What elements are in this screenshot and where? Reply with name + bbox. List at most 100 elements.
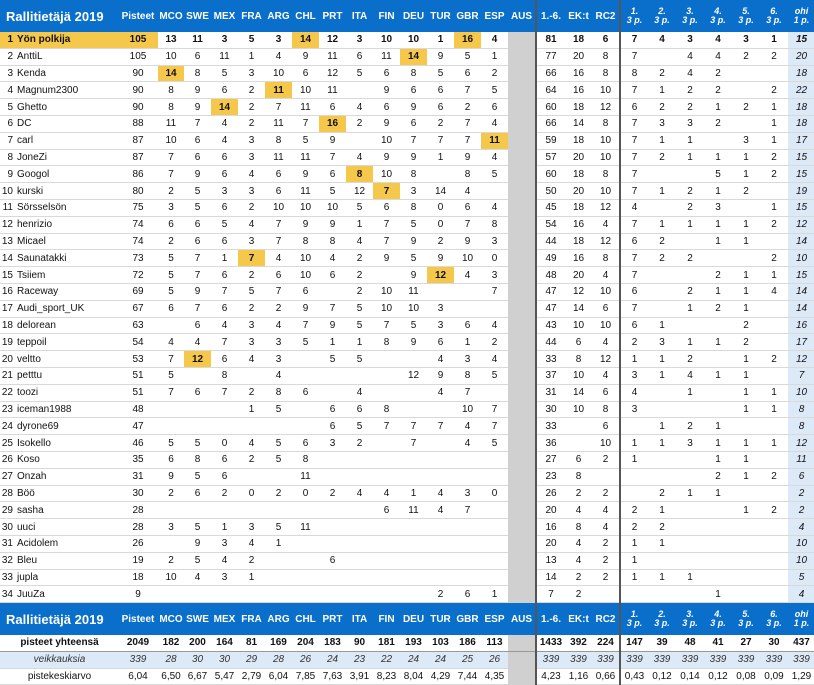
extra-points-cell: 2 xyxy=(592,569,620,587)
extra-points-cell: 18 xyxy=(565,98,592,116)
rally-header-aus: AUS xyxy=(508,0,536,32)
rally-header-fin: FIN xyxy=(373,0,400,32)
rally-points-cell: 3 xyxy=(238,149,265,167)
rally-points-cell: 4 xyxy=(184,333,211,352)
rally-points-cell: 10 xyxy=(373,283,400,301)
rally-points-cell: 1 xyxy=(346,333,373,352)
rally-points-cell xyxy=(481,501,508,520)
total-points: 90 xyxy=(118,81,158,100)
place-points-cell: 3 xyxy=(619,401,648,419)
place-points-cell: 3 xyxy=(676,115,704,133)
footer-rally-cell: 7,85 xyxy=(292,668,319,685)
rally-points-cell xyxy=(481,535,508,553)
place-points-cell: 1 xyxy=(760,384,788,402)
table-row: 17 Audi_sport_UK 67 6 7 6 2 2 9 7 5 10 10 3 47 14 6 7 1 2 1 1… xyxy=(0,300,814,318)
place-points-cell: 4 xyxy=(676,48,704,66)
rally-points-cell: 9 xyxy=(400,233,427,251)
points-header: Pisteet xyxy=(118,0,158,32)
rally-points-cell: 6 xyxy=(427,98,454,116)
extra-points-cell xyxy=(592,585,620,604)
footer-place-cell: 30 xyxy=(760,635,788,652)
place-points-cell: 2 xyxy=(732,48,760,66)
place-points-cell: 1 xyxy=(760,434,788,452)
rally-header-tur: TUR xyxy=(427,602,454,636)
rally-points-cell: 4 xyxy=(481,149,508,167)
rally-points-cell: 5 xyxy=(346,350,373,368)
place-points-cell: 6 xyxy=(619,233,648,251)
place-points-cell xyxy=(676,451,704,469)
place-points-cell xyxy=(704,384,732,402)
footer-rally-cell: 29 xyxy=(238,651,265,669)
place-points-cell: 2 xyxy=(619,333,648,352)
rally-points-cell: 6 xyxy=(373,98,400,116)
place-header-top: 3. xyxy=(686,6,694,16)
rally-points-cell: 4 xyxy=(454,182,481,200)
rally-points-cell: 6 xyxy=(158,300,184,318)
place-points-cell xyxy=(704,350,732,368)
place-points-cell xyxy=(704,535,732,553)
rally-header-ita: ITA xyxy=(346,0,373,32)
rally-points-cell xyxy=(400,384,427,402)
rally-points-cell: 6 xyxy=(211,350,238,368)
place-header-top: 2. xyxy=(658,6,666,16)
player-name: Magnum2300 xyxy=(16,81,118,100)
table-row: 19 teppoil 54 4 4 7 3 3 5 1 1 8 9 6 1 2 44 6 4 2 3 1 1 2 17 xyxy=(0,333,814,352)
player-name: Acidolem xyxy=(16,535,118,553)
player-name: JoneZi xyxy=(16,149,118,167)
rally-points-cell: 4 xyxy=(265,317,292,335)
rally-points-cell: 5 xyxy=(481,165,508,184)
rally-points-cell: 4 xyxy=(427,384,454,402)
place-points-cell: 3 xyxy=(619,367,648,385)
rally-points-cell xyxy=(481,384,508,402)
place-header-bottom: 3 p. xyxy=(654,618,670,629)
rally-points-cell: 6 xyxy=(454,65,481,83)
rally-points-cell xyxy=(508,266,536,284)
extra-points-cell: 14 xyxy=(565,300,592,318)
rally-points-cell: 6 xyxy=(373,65,400,83)
extra-points-cell: 33 xyxy=(535,350,565,368)
rally-points-cell xyxy=(346,535,373,553)
rally-points-cell: 4 xyxy=(211,317,238,335)
player-name: uuci xyxy=(16,518,118,536)
rally-points-cell xyxy=(319,535,346,553)
table-row: 10 kurski 80 2 5 3 3 6 11 5 12 7 3 14 4 50 20 10 7 1 2 1 2 19 xyxy=(0,182,814,200)
place-header-2: 3. 3 p. xyxy=(676,0,704,32)
rally-points-cell xyxy=(158,501,184,520)
rally-points-cell: 5 xyxy=(184,552,211,570)
place-points-cell xyxy=(648,552,676,570)
rally-points-cell: 2 xyxy=(238,266,265,284)
place-points-cell xyxy=(732,552,760,570)
place-points-cell: 1 xyxy=(732,350,760,368)
rally-points-cell xyxy=(238,468,265,486)
rally-points-cell xyxy=(427,401,454,419)
total-points: 69 xyxy=(118,283,158,301)
rally-points-cell xyxy=(319,501,346,520)
rally-points-cell: 3 xyxy=(346,32,373,49)
rally-points-cell xyxy=(508,283,536,301)
rally-points-cell: 8 xyxy=(400,65,427,83)
extra-points-cell: 31 xyxy=(535,384,565,402)
table-row: 32 Bleu 19 2 5 4 2 6 13 4 2 1 10 xyxy=(0,552,814,570)
table-row: 26 Koso 35 6 8 6 2 5 8 27 6 2 1 1 1 11 xyxy=(0,451,814,469)
rally-points-cell: 6 xyxy=(211,451,238,469)
rally-points-cell: 1 xyxy=(454,333,481,352)
rank-cell: 20 xyxy=(0,350,16,368)
rally-points-cell: 4 xyxy=(265,367,292,385)
player-name: teppoil xyxy=(16,333,118,352)
place-points-cell: 15 xyxy=(788,165,814,184)
rally-points-cell: 9 xyxy=(292,300,319,318)
rally-points-cell: 5 xyxy=(211,65,238,83)
place-points-cell: 8 xyxy=(619,65,648,83)
rally-points-cell xyxy=(427,569,454,587)
place-points-cell xyxy=(760,333,788,352)
rally-points-cell: 1 xyxy=(481,48,508,66)
rally-points-cell: 5 xyxy=(481,434,508,452)
rally-points-cell xyxy=(454,518,481,536)
place-points-cell: 7 xyxy=(619,249,648,268)
extra-points-cell: 77 xyxy=(535,48,565,66)
extra-points-cell: 18 xyxy=(565,32,592,49)
place-points-cell: 1 xyxy=(732,501,760,520)
footer-extra-cell: 339 xyxy=(592,651,620,669)
place-header-top: ohi xyxy=(794,6,809,16)
rally-points-cell xyxy=(292,501,319,520)
